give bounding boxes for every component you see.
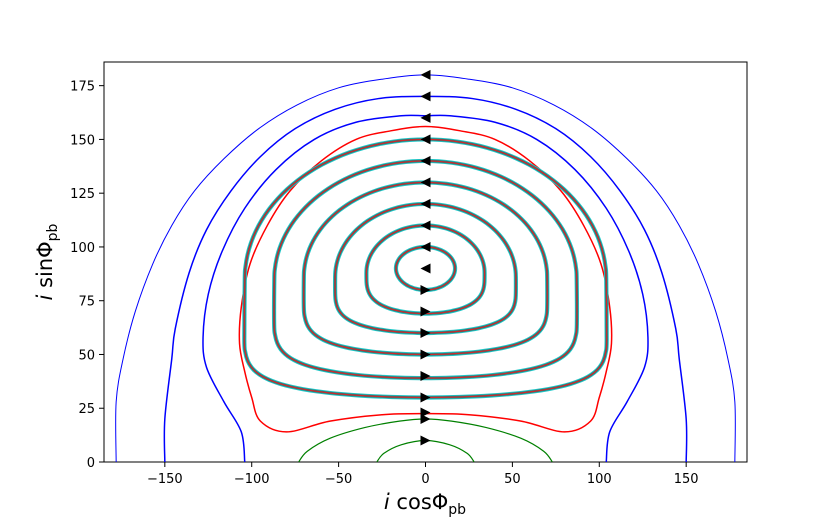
flow-arrow-17 — [420, 413, 431, 424]
x-axis-label-sub: pb — [448, 502, 466, 518]
curves-layer — [115, 74, 736, 462]
flow-arrow-4 — [420, 155, 431, 166]
flow-arrow-3 — [420, 134, 431, 145]
x-axis-label-prefix: i — [384, 490, 390, 514]
y-tick-label: 175 — [70, 80, 95, 95]
x-tick-label: 150 — [674, 472, 699, 487]
y-axis: 0 25 50 75 100 125 150 175 — [70, 80, 104, 471]
flow-arrow-10 — [420, 284, 431, 295]
separatrix-curve — [238, 125, 613, 433]
y-tick-label: 150 — [70, 133, 95, 148]
y-tick-label: 100 — [70, 241, 95, 256]
flow-arrow-18 — [420, 435, 431, 446]
trapped-orbit-core — [243, 138, 608, 399]
flow-arrow-13 — [420, 349, 431, 360]
flow-arrow-16 — [420, 407, 431, 418]
trapped-orbit-core — [303, 181, 548, 356]
trapped-orbit-1 — [364, 223, 487, 316]
x-tick-label: 100 — [587, 472, 612, 487]
flow-arrow-15 — [420, 392, 431, 403]
trapped-orbit-2 — [333, 201, 518, 336]
flow-arrow-0 — [420, 69, 431, 80]
trapped-orbit-core — [395, 246, 456, 291]
x-tick-label: −50 — [325, 472, 352, 487]
x-axis-label-main: cosΦ — [390, 490, 449, 514]
y-axis-label-main: sinΦ — [33, 241, 57, 294]
y-tick-label: 50 — [78, 348, 95, 363]
y-tick-label: 0 — [87, 456, 95, 471]
trapped-orbit-core — [334, 203, 517, 334]
y-tick-label: 125 — [70, 187, 95, 202]
flow-arrow-12 — [420, 327, 431, 338]
trapped-orbit-3 — [301, 180, 550, 357]
x-axis-label: i cosΦpb — [384, 490, 466, 518]
trapped-orbit-5 — [242, 137, 609, 400]
x-tick-label: 50 — [504, 472, 521, 487]
flow-arrow-2 — [420, 112, 431, 123]
x-tick-label: −150 — [147, 472, 183, 487]
y-tick-label: 25 — [78, 402, 95, 417]
x-tick-label: 0 — [421, 472, 429, 487]
y-axis-label: i sinΦpb — [33, 223, 61, 300]
y-tick-label: 75 — [78, 295, 95, 310]
x-axis: −150 −100 −50 0 50 100 150 — [147, 462, 699, 487]
x-tick-label: −100 — [234, 472, 270, 487]
flow-arrow-8 — [420, 241, 431, 252]
y-axis-label-prefix: i — [33, 294, 57, 300]
plot-frame — [103, 61, 748, 463]
flow-arrow-6 — [420, 198, 431, 209]
flow-arrow-14 — [420, 370, 431, 381]
y-axis-label-sub: pb — [45, 223, 61, 241]
flow-arrow-11 — [420, 306, 431, 317]
trapped-orbit-core — [273, 160, 578, 379]
flow-arrow-5 — [420, 177, 431, 188]
arrows-layer — [420, 69, 431, 446]
flow-arrow-1 — [420, 91, 431, 102]
trapped-orbit-core — [365, 224, 486, 315]
flow-arrow-9 — [420, 263, 431, 274]
trapped-orbit-4 — [271, 158, 580, 381]
flow-arrow-7 — [420, 220, 431, 231]
trapped-orbit-0 — [393, 244, 458, 293]
closed-inner-curve-1 — [376, 439, 475, 462]
